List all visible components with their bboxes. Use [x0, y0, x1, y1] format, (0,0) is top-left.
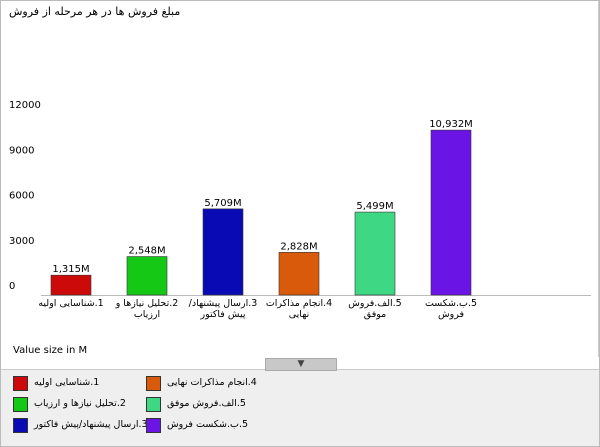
legend-label: 3.ارسال پیشنهاد/پیش فاکتور — [34, 419, 148, 430]
x-tick-label: 5.ب.شکست فروش — [424, 298, 478, 320]
y-tick-label: 9000 — [9, 145, 34, 156]
legend-swatch — [146, 397, 161, 412]
chart-title: مبلغ فروش ها در هر مرحله از فروش — [9, 5, 181, 18]
legend-swatch — [146, 376, 161, 391]
bar — [430, 129, 472, 296]
legend-label: 2.تحلیل نیازها و ارزیاب — [34, 398, 126, 409]
x-tick-label: 2.تحلیل نیازها و ارزیاب — [115, 298, 179, 320]
x-tick-label: 5.الف.فروش موفق — [348, 298, 402, 320]
x-tick-label: 3.ارسال پیشنهاد/پیش فاکتور — [188, 298, 258, 320]
y-tick-label: 12000 — [9, 100, 41, 111]
value-label: 2,828M — [280, 241, 317, 252]
bar — [50, 274, 92, 296]
plot: 0 3000 6000 9000 12000 1,315M 2,548M 5,709M 2,82… — [9, 1, 599, 357]
bar — [202, 208, 244, 296]
y-tick-label: 0 — [9, 281, 15, 292]
legend-label: 4.انجام مذاکرات نهایی — [167, 377, 257, 388]
legend-swatch — [13, 397, 28, 412]
value-label: 5,499M — [356, 201, 393, 212]
legend-swatch — [13, 376, 28, 391]
bar — [354, 211, 396, 296]
legend-swatch — [13, 418, 28, 433]
legend-swatch — [146, 418, 161, 433]
bar — [278, 252, 320, 296]
y-tick-label: 6000 — [9, 191, 34, 202]
value-label: 10,932M — [429, 119, 473, 130]
x-tick-label: 4.انجام مذاکرات نهایی — [265, 298, 333, 320]
legend-toggle[interactable]: ▼ — [265, 358, 337, 371]
axis-note: Value size in M — [13, 345, 88, 356]
x-tick-label: 1.شناسایی اولیه — [38, 298, 104, 309]
value-label: 5,709M — [204, 198, 241, 209]
legend-label: 1.شناسایی اولیه — [34, 377, 100, 388]
y-tick-label: 3000 — [9, 236, 34, 247]
value-label: 2,548M — [128, 246, 165, 257]
legend: 1.شناسایی اولیه 2.تحلیل نیازها و ارزیاب 3.… — [1, 369, 599, 446]
bar — [126, 256, 168, 296]
value-label: 1,315M — [52, 264, 89, 275]
legend-label: 5.الف.فروش موفق — [167, 398, 246, 409]
legend-label: 5.ب.شکست فروش — [167, 419, 249, 430]
